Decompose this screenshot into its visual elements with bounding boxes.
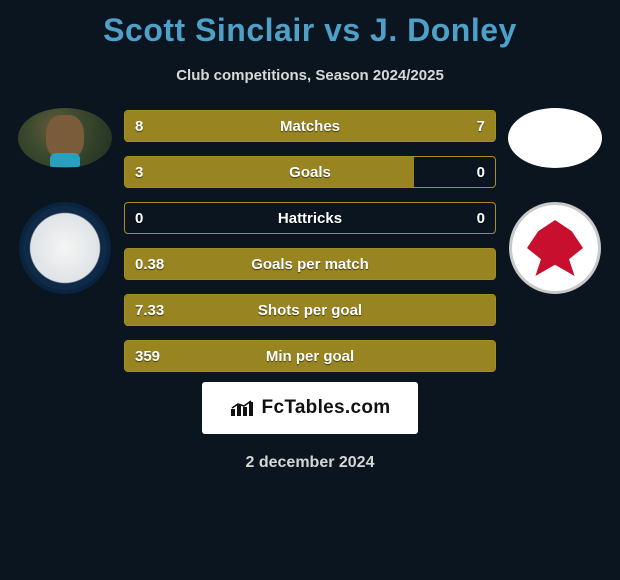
stat-label: Goals <box>289 164 331 181</box>
stat-value-left: 359 <box>135 348 160 365</box>
stat-row: 0 Hattricks 0 <box>124 202 496 234</box>
stat-label: Hattricks <box>278 210 342 227</box>
player-avatar-left <box>18 108 112 168</box>
stat-value-left: 0.38 <box>135 256 164 273</box>
branding-badge[interactable]: FcTables.com <box>202 382 418 434</box>
stat-row: 359 Min per goal <box>124 340 496 372</box>
subtitle: Club competitions, Season 2024/2025 <box>176 67 444 84</box>
stat-row: 8 Matches 7 <box>124 110 496 142</box>
stat-label: Shots per goal <box>258 302 362 319</box>
stat-row: 3 Goals 0 <box>124 156 496 188</box>
stat-value-left: 8 <box>135 118 143 135</box>
stat-value-left: 0 <box>135 210 143 227</box>
branding-chart-icon <box>230 399 256 417</box>
stat-value-left: 3 <box>135 164 143 181</box>
stat-bar-right <box>321 111 495 141</box>
page-title: Scott Sinclair vs J. Donley <box>103 12 517 49</box>
player-avatar-right <box>508 108 602 168</box>
club-badge-left <box>19 202 111 294</box>
stat-label: Min per goal <box>266 348 354 365</box>
stat-value-right: 7 <box>477 118 485 135</box>
comparison-card: Scott Sinclair vs J. Donley Club competi… <box>0 0 620 472</box>
club-badge-right <box>509 202 601 294</box>
face-icon <box>46 115 84 161</box>
stat-value-left: 7.33 <box>135 302 164 319</box>
left-player-column <box>10 102 120 294</box>
right-player-column <box>500 102 610 294</box>
branding-text: FcTables.com <box>262 397 391 419</box>
stat-row: 7.33 Shots per goal <box>124 294 496 326</box>
stat-label: Goals per match <box>251 256 369 273</box>
snapshot-date: 2 december 2024 <box>246 454 375 472</box>
stat-bar-left <box>125 157 414 187</box>
stats-column: 8 Matches 7 3 Goals 0 0 Hattricks 0 0.38 Goals per… <box>120 110 500 372</box>
stat-value-right: 0 <box>477 210 485 227</box>
main-row: 8 Matches 7 3 Goals 0 0 Hattricks 0 0.38 Goals per… <box>10 102 610 372</box>
stat-value-right: 0 <box>477 164 485 181</box>
stat-row: 0.38 Goals per match <box>124 248 496 280</box>
stat-label: Matches <box>280 118 340 135</box>
